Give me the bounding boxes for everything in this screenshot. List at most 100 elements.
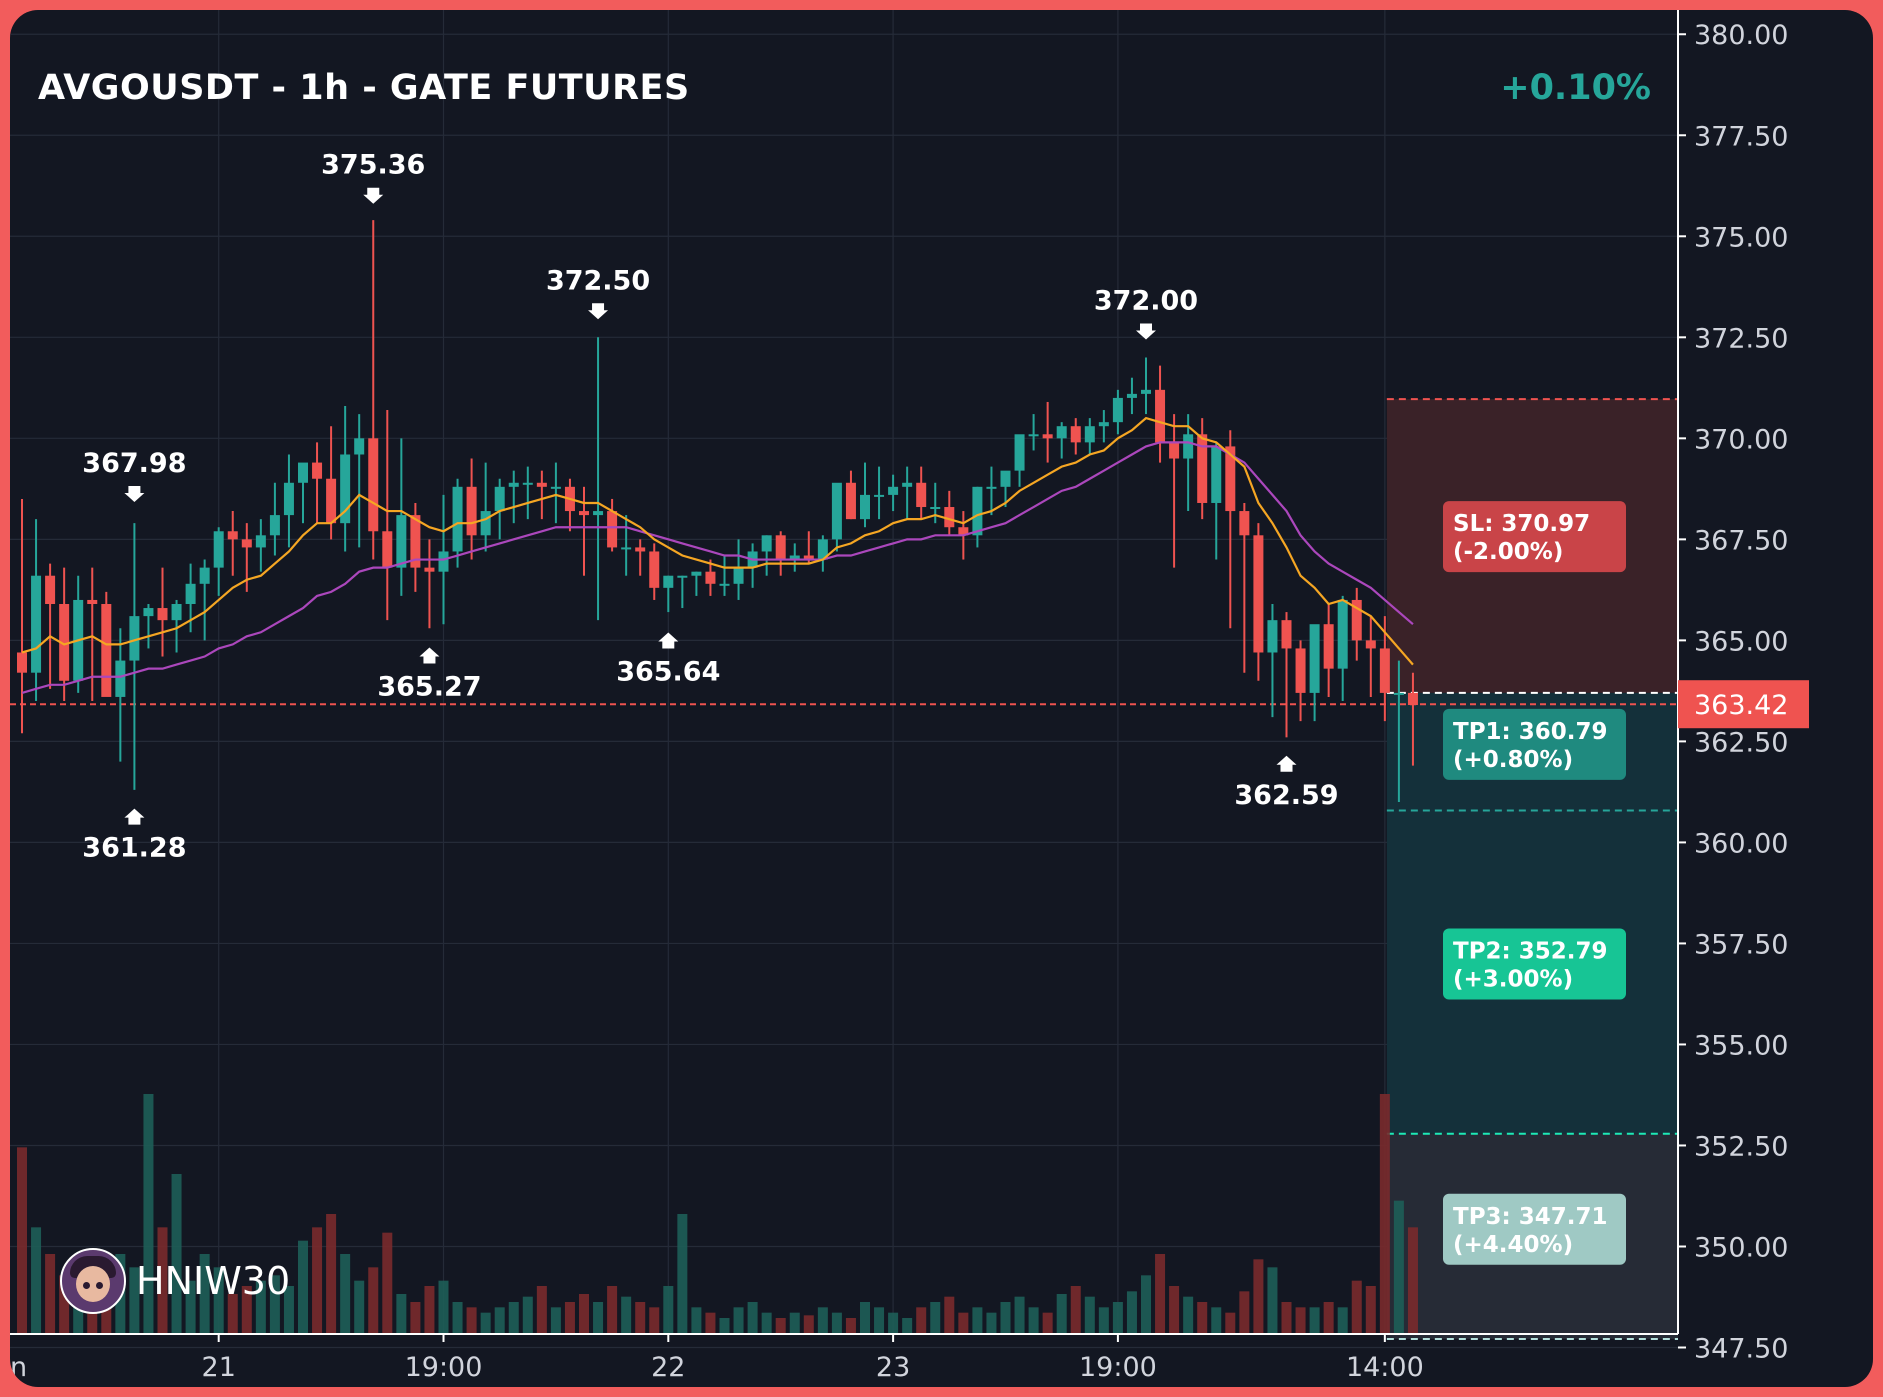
candle-body — [789, 555, 800, 560]
volume-bar — [1309, 1307, 1320, 1334]
candle-body — [719, 583, 730, 586]
volume-bar — [354, 1280, 365, 1334]
volume-bar — [803, 1315, 814, 1334]
candle-body — [382, 531, 393, 568]
volume-bar — [45, 1254, 56, 1334]
down-arrow-icon — [588, 303, 609, 320]
y-tick-label: 367.50 — [1694, 525, 1788, 556]
volume-bar — [1239, 1291, 1250, 1334]
volume-bar — [1183, 1296, 1194, 1334]
volume-bar — [831, 1312, 842, 1334]
y-tick-label: 350.00 — [1694, 1232, 1788, 1263]
candle-body — [45, 575, 56, 604]
annotation-high: 372.50 — [546, 265, 650, 296]
candle-body — [171, 604, 182, 621]
current-price-label: 363.42 — [1694, 690, 1788, 721]
volume-bar — [241, 1286, 252, 1334]
volume-bar — [312, 1227, 323, 1334]
volume-bar — [1407, 1227, 1418, 1334]
volume-bar — [860, 1302, 870, 1334]
volume-bar — [480, 1312, 491, 1334]
candle-body — [593, 511, 604, 516]
candle-body — [986, 486, 997, 489]
candle-body — [1126, 393, 1137, 398]
volume-bar — [733, 1307, 744, 1334]
level-sub: (+3.00%) — [1453, 966, 1573, 992]
volume-bar — [255, 1280, 266, 1334]
candle-body — [1211, 446, 1222, 503]
candlestick-chart[interactable]: 367.98 361.28 375.36 365.27 372.50 365.64 372.… — [10, 10, 1873, 1387]
volume-bar — [972, 1307, 983, 1334]
volume-bar — [298, 1240, 308, 1334]
candle-body — [874, 494, 885, 497]
candle-body — [17, 652, 27, 673]
volume-bar — [607, 1286, 618, 1334]
candle-body — [705, 571, 716, 584]
volume-bar — [1323, 1302, 1334, 1334]
volume-bar — [1042, 1312, 1053, 1334]
candle-body — [817, 539, 828, 560]
volume-bar — [747, 1302, 758, 1334]
volume-bar — [1084, 1296, 1095, 1334]
volume-bar — [1141, 1275, 1151, 1334]
candle-body — [368, 438, 379, 532]
level-badge-0 — [1443, 501, 1626, 573]
volume-bar — [326, 1214, 337, 1334]
annotation-high: 375.36 — [321, 150, 425, 181]
candle-body — [888, 486, 899, 495]
candle-body — [480, 511, 491, 536]
candle-body — [1323, 624, 1334, 669]
candle-body — [508, 482, 519, 487]
volume-bar — [424, 1286, 435, 1334]
volume-bar — [508, 1302, 519, 1334]
level-label: TP1: 360.79 — [1453, 719, 1608, 745]
volume-bar — [944, 1296, 955, 1334]
candle-body — [340, 454, 351, 524]
candle-body — [1084, 426, 1095, 443]
volume-bar — [1225, 1312, 1236, 1334]
axes: 380.00 377.50 375.00 372.50 370.00 367.50 365.… — [10, 10, 1809, 1383]
candle-body — [452, 486, 463, 552]
volume-bar — [579, 1294, 589, 1334]
candle-body — [87, 599, 98, 604]
candle-body — [930, 507, 941, 510]
volume-bar — [789, 1312, 800, 1334]
candle-body — [1365, 640, 1376, 649]
up-arrow-icon — [658, 632, 679, 649]
volume-bar — [1267, 1267, 1278, 1334]
volume-bar — [340, 1254, 351, 1334]
candle-body — [635, 547, 646, 552]
level-label: TP2: 352.79 — [1453, 938, 1608, 964]
candle-body — [536, 482, 547, 487]
volume-bar — [1155, 1254, 1166, 1334]
price-annotations: 367.98 361.28 375.36 365.27 372.50 365.64 372.… — [82, 150, 1338, 864]
volume-bars — [17, 1094, 1418, 1334]
volume-bar — [649, 1307, 660, 1334]
down-arrow-icon — [124, 485, 145, 502]
volume-bar — [452, 1302, 463, 1334]
candle-body — [466, 486, 477, 536]
y-tick-label: 360.00 — [1694, 828, 1788, 859]
level-badges: SL: 370.97(-2.00%) TP1: 360.79(+0.80%) TP2… — [1443, 501, 1626, 1265]
level-sub: (+0.80%) — [1453, 747, 1573, 773]
candle-body — [691, 571, 702, 576]
candle-body — [733, 567, 744, 584]
watermark-username: HNIW30 — [136, 1259, 291, 1303]
volume-bar — [677, 1214, 688, 1334]
volume-bar — [1211, 1307, 1222, 1334]
volume-bar — [621, 1296, 632, 1334]
candle-body — [59, 604, 70, 681]
volume-bar — [1014, 1296, 1025, 1334]
level-label: TP3: 347.71 — [1453, 1204, 1608, 1230]
candle-body — [1309, 624, 1320, 693]
candle-body — [1169, 442, 1180, 459]
candle-body — [649, 551, 660, 588]
volume-bar — [522, 1296, 533, 1334]
up-arrow-icon — [1276, 755, 1297, 772]
candle-body — [1141, 389, 1151, 394]
avatar-icon — [60, 1248, 126, 1314]
down-arrow-icon — [1136, 323, 1156, 340]
x-tick-label: 22 — [651, 1352, 685, 1383]
volume-bar — [958, 1312, 969, 1334]
candle-body — [227, 531, 238, 540]
